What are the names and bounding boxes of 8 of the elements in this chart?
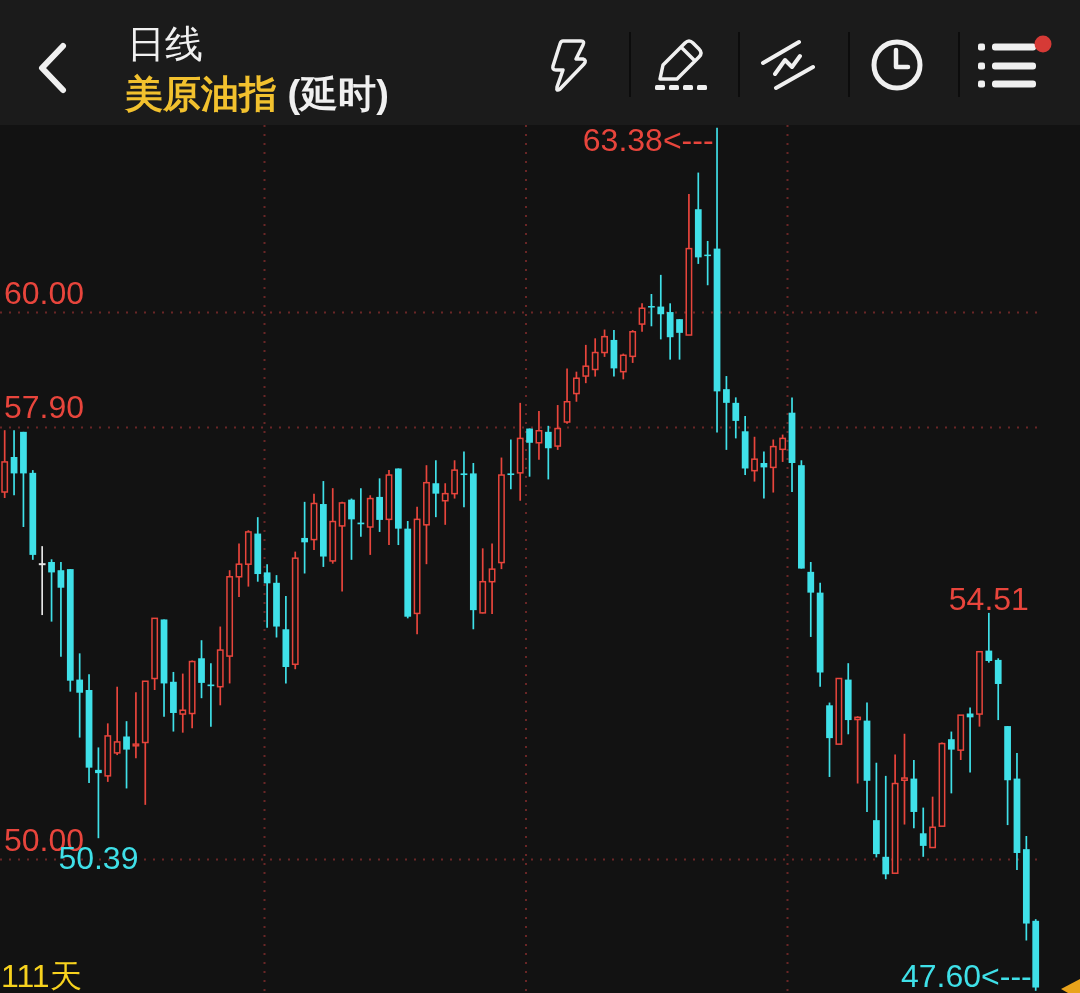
- y-tick-label: 57.90: [4, 389, 85, 426]
- y-tick-label: 60.00: [4, 274, 85, 311]
- annotation: 111天: [1, 958, 82, 993]
- chart-subtitle: 美原油指 (延时): [124, 73, 389, 115]
- text: 63.38<---: [582, 122, 714, 159]
- chart-title: 日线: [127, 23, 203, 65]
- text: 47.60<---: [900, 957, 1032, 993]
- text: 54.51: [948, 580, 1029, 617]
